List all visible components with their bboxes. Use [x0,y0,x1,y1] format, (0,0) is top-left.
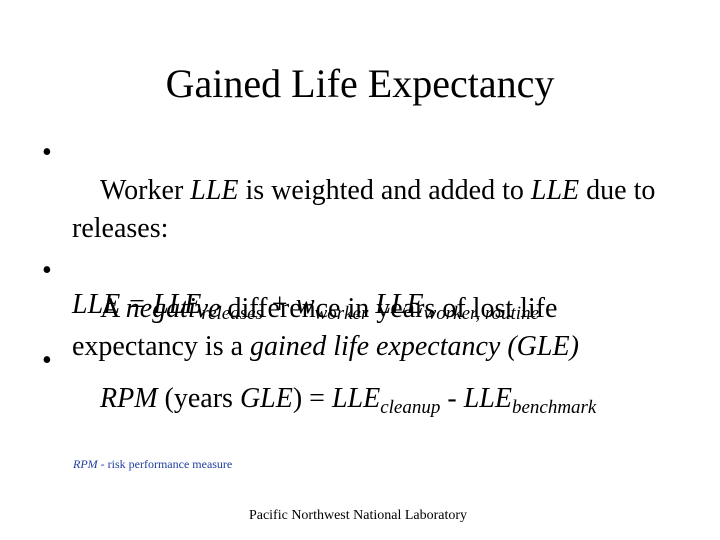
footnote: RPM - risk performance measure [73,457,232,472]
footer: Pacific Northwest National Laboratory [248,508,468,523]
subscript: worker, routine [423,303,540,324]
text: LLE [463,383,512,414]
subscript: worker [314,303,369,324]
text: - risk performance measure [97,457,233,471]
text: difference in years of lost life expecta… [72,293,565,362]
text: LLE [190,175,239,206]
text: LLE [530,175,580,206]
text: LLE [331,383,381,414]
text: is weighted and added to [238,175,531,206]
text: negative [125,293,221,324]
text: RPM [100,383,158,414]
bullet-dot: • [42,137,52,168]
subscript: benchmark [511,397,597,418]
text: + w [262,289,315,320]
subscript: releases [201,303,263,324]
text: Worker [100,175,191,206]
text: ) = [292,383,332,414]
text: (years [157,383,240,414]
bullet: • RPM (years GLE) = LLEcleanup - LLEbench… [42,342,687,456]
text: - [440,383,464,414]
bullet-dot: • [42,255,52,286]
bullet-dot: • [42,345,52,376]
text: LLE = LLE [72,289,202,320]
slide-title: Gained Life Expectancy [165,61,555,106]
text: gained life expectancy (GLE) [250,331,579,362]
formula: LLE = LLEreleases + wworker LLEworker, r… [72,286,687,324]
text: due to releases: [72,175,663,244]
subscript: cleanup [380,397,441,418]
text: GLE [239,383,293,414]
text: A [100,293,126,324]
text: RPM [73,457,98,471]
text: LLE [368,289,424,320]
bullet: • Worker LLE is weighted and added to LLE… [42,134,687,400]
bullet: • A negative difference in years of lost … [42,252,687,404]
